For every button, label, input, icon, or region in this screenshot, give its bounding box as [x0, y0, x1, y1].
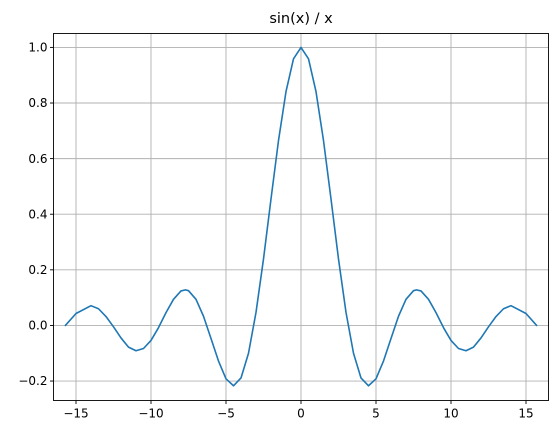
y-tick-label: 0.4	[28, 207, 47, 221]
y-tick-label: 0.8	[28, 96, 47, 110]
y-tick-label: 1.0	[28, 41, 47, 55]
x-tick-label: 15	[518, 407, 533, 421]
series-line	[64, 46, 538, 387]
x-tick-label: 5	[372, 407, 380, 421]
y-tick-label: 0.2	[28, 263, 47, 277]
x-tick-label: −5	[217, 407, 235, 421]
chart-title: sin(x) / x	[269, 11, 333, 27]
y-tick-label: 0.0	[28, 319, 47, 333]
x-tick-label: −15	[63, 407, 88, 421]
plot-frame	[53, 33, 549, 401]
x-tick-label: 10	[443, 407, 458, 421]
x-tick-label: 0	[297, 407, 305, 421]
y-tick-label: 0.6	[28, 152, 47, 166]
series	[64, 46, 538, 387]
ticks: −15 −10 −5 0 5 10 15 −0.2 0.0 0.2 0.4 0.6 0.8 1.0	[18, 41, 533, 421]
y-tick-label: −0.2	[18, 374, 47, 388]
x-tick-label: −10	[138, 407, 163, 421]
